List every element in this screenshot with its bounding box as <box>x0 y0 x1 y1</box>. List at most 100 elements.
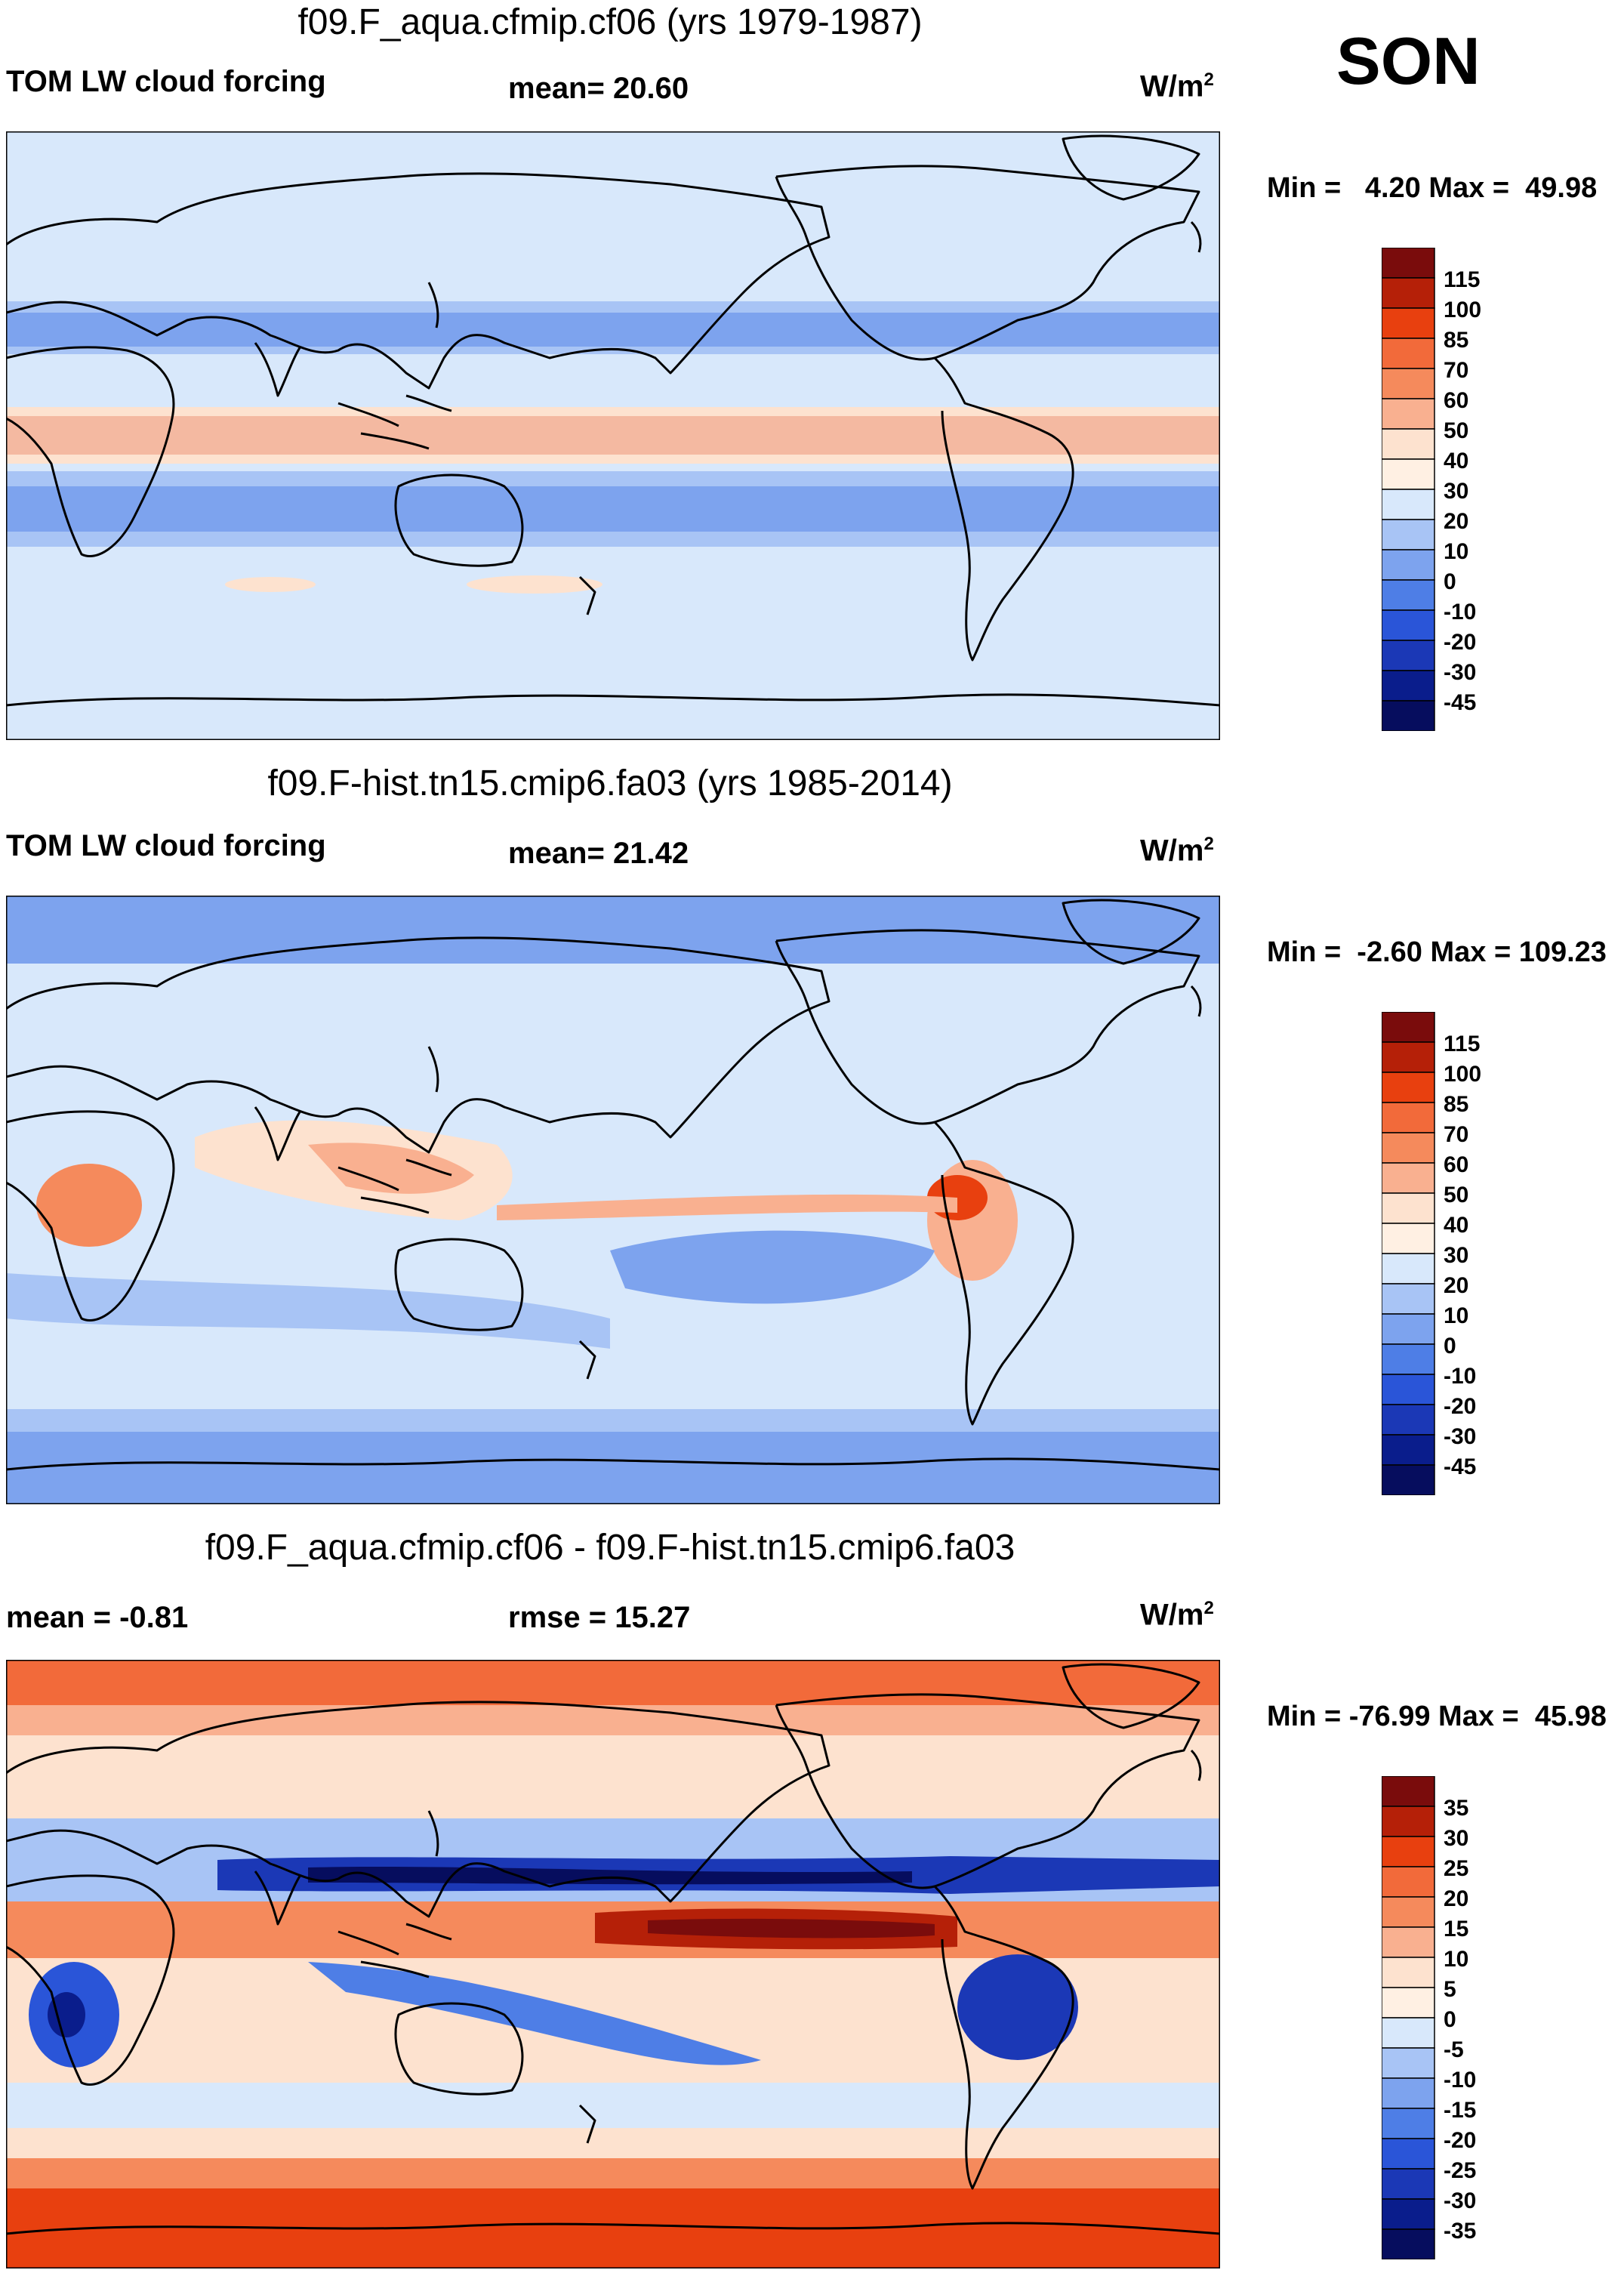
panel-1-band-north-core <box>6 313 1220 347</box>
colorbar-swatch <box>1382 1957 1435 1988</box>
colorbar-swatch <box>1382 1102 1435 1133</box>
colorbar-swatch <box>1382 1836 1435 1867</box>
colorbar-swatch <box>1382 277 1435 309</box>
colorbar-swatch <box>1382 307 1435 339</box>
colorbar-swatch <box>1382 2108 1435 2139</box>
colorbar-swatch <box>1382 1866 1435 1898</box>
season-label: SON <box>1336 23 1481 98</box>
panel-2-units: W/m2 <box>1140 834 1214 868</box>
colorbar-label: 100 <box>1444 298 1481 322</box>
panel-1-band-equator-edge <box>6 407 1220 416</box>
colorbar-swatch <box>1382 640 1435 671</box>
colorbar-swatch <box>1382 458 1435 490</box>
colorbar-label: -5 <box>1444 2037 1464 2062</box>
panel-1-patch <box>467 575 602 594</box>
colorbar-label: -30 <box>1444 660 1476 685</box>
colorbar-swatch <box>1382 2168 1435 2200</box>
colorbar-label: -25 <box>1444 2158 1476 2183</box>
colorbar-label: 85 <box>1444 328 1468 353</box>
colorbar-swatch <box>1382 1987 1435 2019</box>
colorbar-label: -35 <box>1444 2219 1476 2244</box>
colorbar-label: -20 <box>1444 630 1476 655</box>
colorbar-swatch <box>1382 489 1435 520</box>
colorbar-swatch <box>1382 1313 1435 1345</box>
colorbar-label: 60 <box>1444 388 1468 413</box>
panel-3-title: f09.F_aqua.cfmip.cf06 - f09.F-hist.tn15.… <box>205 1528 1015 1568</box>
panel-2-pacific-cold <box>610 1230 935 1304</box>
colorbar-label: 50 <box>1444 1183 1468 1207</box>
panel-2-minmax: Min = -2.60 Max = 109.23 <box>1267 936 1607 968</box>
colorbar-swatch <box>1382 609 1435 641</box>
colorbar-label: -45 <box>1444 1454 1476 1479</box>
colorbar-swatch <box>1382 1806 1435 1837</box>
colorbar-swatch <box>1382 1776 1435 1807</box>
colorbar-swatch <box>1382 368 1435 399</box>
panel-3-map <box>6 1660 1220 2268</box>
panel-1-minmax: Min = 4.20 Max = 49.98 <box>1267 172 1598 204</box>
colorbar-swatch <box>1382 1404 1435 1436</box>
panel-1-units: W/m2 <box>1140 69 1214 103</box>
colorbar-label: 20 <box>1444 1886 1468 1911</box>
colorbar-swatch <box>1382 579 1435 611</box>
colorbar-label: 0 <box>1444 569 1456 594</box>
panel-2-samerica-high <box>927 1160 1018 1281</box>
colorbar-swatch <box>1382 248 1435 279</box>
panel-3-units: W/m2 <box>1140 1598 1214 1632</box>
panel-1-mean: mean= 20.60 <box>508 72 689 105</box>
colorbar-label: -10 <box>1444 2068 1476 2093</box>
panel-3-south-pole-warm2 <box>6 2158 1220 2188</box>
colorbar-swatch <box>1382 1223 1435 1254</box>
colorbar-label: 5 <box>1444 1977 1456 2002</box>
colorbar-label: 35 <box>1444 1796 1468 1821</box>
colorbar-swatch <box>1382 1072 1435 1103</box>
colorbar-label: 20 <box>1444 509 1468 534</box>
colorbar-swatch <box>1382 338 1435 369</box>
panel-1-field-label: TOM LW cloud forcing <box>6 65 326 98</box>
colorbar-swatch <box>1382 1374 1435 1405</box>
colorbar-label: 10 <box>1444 1947 1468 1972</box>
colorbar-label: 50 <box>1444 418 1468 443</box>
colorbar-swatch <box>1382 1926 1435 1958</box>
colorbar-swatch <box>1382 2047 1435 2079</box>
colorbar-swatch <box>1382 1464 1435 1495</box>
colorbar-label: -10 <box>1444 1364 1476 1389</box>
panel-3-colorbar: 35 30 25 20 15 10 5 0 -5 -10 -15 -20 -25 -30 -35 <box>1382 1776 1476 2259</box>
colorbar-label: 70 <box>1444 358 1468 383</box>
colorbar-label: 100 <box>1444 1062 1481 1087</box>
panel-2-background-field <box>6 896 1220 1504</box>
colorbar-swatch <box>1382 1434 1435 1466</box>
colorbar-label: 0 <box>1444 1334 1456 1359</box>
panel-2-title: f09.F-hist.tn15.cmip6.fa03 (yrs 1985-201… <box>267 763 953 803</box>
colorbar-swatch <box>1382 1253 1435 1285</box>
panel-3-north-pole-warm <box>6 1660 1220 1705</box>
colorbar-label: -30 <box>1444 1424 1476 1449</box>
colorbar-label: 30 <box>1444 1243 1468 1268</box>
colorbar-label: 0 <box>1444 2007 1456 2032</box>
colorbar-label: -30 <box>1444 2188 1476 2213</box>
colorbar-swatch <box>1382 1192 1435 1224</box>
panel-3-strongest-cold <box>308 1866 912 1885</box>
colorbar-swatch <box>1382 398 1435 430</box>
colorbar-label: 10 <box>1444 539 1468 564</box>
colorbar-swatch <box>1382 1162 1435 1194</box>
colorbar-label: 70 <box>1444 1122 1468 1147</box>
colorbar-label: -45 <box>1444 690 1476 715</box>
colorbar-label: 25 <box>1444 1856 1468 1881</box>
colorbar-swatch <box>1382 2077 1435 2109</box>
panel-1-title: f09.F_aqua.cfmip.cf06 (yrs 1979-1987) <box>297 2 923 42</box>
panel-3-rmse: rmse = 15.27 <box>508 1601 691 1634</box>
colorbar-label: 30 <box>1444 479 1468 504</box>
panel-2-field-label: TOM LW cloud forcing <box>6 829 326 862</box>
colorbar-label: 60 <box>1444 1152 1468 1177</box>
colorbar-swatch <box>1382 1132 1435 1164</box>
colorbar-label: 10 <box>1444 1303 1468 1328</box>
panel-1-band-equator <box>6 415 1220 456</box>
panel-2-polar-north <box>6 896 1220 964</box>
colorbar-swatch <box>1382 519 1435 551</box>
colorbar-swatch <box>1382 1041 1435 1073</box>
panel-3-minmax: Min = -76.99 Max = 45.98 <box>1267 1701 1607 1732</box>
colorbar-swatch <box>1382 700 1435 731</box>
colorbar-label: 85 <box>1444 1092 1468 1117</box>
